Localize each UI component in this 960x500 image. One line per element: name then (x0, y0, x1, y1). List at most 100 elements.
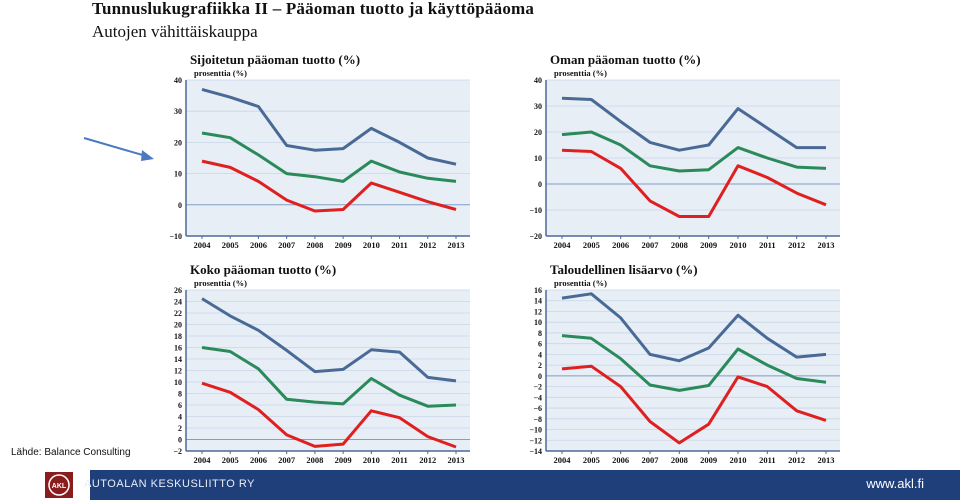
x-tick-label: 2009 (700, 455, 717, 465)
y-tick-label: −10 (529, 426, 542, 435)
y-tick-label: 24 (174, 298, 182, 307)
y-tick-label: 10 (534, 318, 542, 327)
x-tick-label: 2013 (818, 240, 835, 250)
series-line-2 (561, 130, 827, 173)
x-tick-label: 2013 (448, 455, 465, 465)
page-title: Tunnuslukugrafiikka II – Pääoman tuotto … (92, 0, 535, 18)
y-tick-label: 0 (538, 372, 542, 381)
x-tick-label: 2005 (222, 455, 239, 465)
chart-taloudellinen-lisaarvo: −14 −12 −10 −8 −6 −4 −2 0 2 4 6 8 10 12 14 16 2004 2005 20… (520, 262, 850, 467)
y-tick-label: −10 (529, 206, 542, 215)
y-tick-label: 2 (538, 361, 542, 370)
x-tick-label: 2007 (642, 240, 660, 250)
x-tick-label: 2004 (194, 240, 212, 250)
y-tick-label: 30 (534, 102, 542, 111)
x-tick-label: 2011 (391, 240, 408, 250)
chart-title: Oman pääoman tuotto (%) (550, 52, 701, 67)
footer-url-link[interactable]: www.akl.fi (866, 476, 924, 491)
x-tick-label: 2013 (448, 240, 465, 250)
footer-bar: AKL AUTOALAN KESKUSLIITTO RY www.akl.fi (0, 470, 960, 500)
y-tick-label: −8 (533, 415, 542, 424)
x-tick-label: 2011 (759, 240, 776, 250)
y-tick-label: −10 (169, 232, 182, 241)
chart-svg: −10 0 10 20 30 40 2004 2005 2006 2007 2008 2009 2010… (169, 52, 470, 250)
y-tick-label: −12 (529, 436, 542, 445)
y-tick-label: 20 (534, 128, 542, 137)
y-tick-label: 14 (534, 297, 542, 306)
x-tick-label: 2012 (788, 455, 805, 465)
y-tick-label: −2 (533, 383, 542, 392)
y-tick-label: −4 (533, 393, 542, 402)
x-tick-label: 2004 (554, 240, 572, 250)
chart-unit-label: prosenttia (%) (554, 278, 607, 288)
series-line-1 (201, 87, 457, 166)
x-tick-label: 2012 (419, 240, 436, 250)
chart-title: Koko pääoman tuotto (%) (190, 262, 336, 277)
y-tick-label: 4 (178, 413, 182, 422)
series-line-2 (201, 131, 457, 183)
y-tick-label: 30 (174, 107, 182, 116)
x-tick-label: 2013 (818, 455, 835, 465)
y-tick-label: 14 (174, 355, 182, 364)
x-tick-label: 2005 (583, 455, 600, 465)
series-line-3 (561, 148, 827, 218)
y-tick-label: 6 (538, 340, 542, 349)
series-line-3 (201, 159, 457, 213)
plot-area (546, 290, 840, 451)
chart-unit-label: prosenttia (%) (194, 278, 247, 288)
x-tick-label: 2008 (306, 455, 323, 465)
y-tick-label: 4 (538, 350, 542, 359)
series-line-1 (561, 96, 826, 152)
pointer-arrow-icon (83, 137, 154, 161)
x-tick-label: 2009 (335, 455, 352, 465)
page-subtitle: Autojen vähittäiskauppa (92, 22, 258, 41)
y-tick-label: 2 (178, 424, 182, 433)
y-tick-label: 20 (174, 321, 182, 330)
series-line-3 (561, 364, 827, 445)
logo-text: AKL (52, 483, 67, 490)
series-line-3 (201, 381, 457, 449)
x-tick-label: 2010 (363, 455, 380, 465)
y-tick-label: 18 (174, 332, 182, 341)
y-tick-label: 8 (178, 390, 182, 399)
chart-koko-paaoman-tuotto: −2 0 2 4 6 8 10 12 14 16 18 20 22 24 26 2004 2005 2006 200… (160, 262, 480, 467)
y-tick-label: 12 (534, 307, 542, 316)
x-tick-label: 2011 (759, 455, 776, 465)
x-tick-label: 2004 (554, 455, 572, 465)
series-line-1 (561, 292, 827, 363)
x-tick-label: 2006 (612, 455, 629, 465)
y-tick-label: 22 (174, 309, 182, 318)
x-tick-label: 2011 (391, 455, 408, 465)
x-tick-label: 2010 (363, 240, 380, 250)
chart-unit-label: prosenttia (%) (554, 68, 607, 78)
y-tick-label: −6 (533, 404, 542, 413)
source-note: Lähde: Balance Consulting (11, 447, 131, 458)
x-tick-label: 2010 (730, 240, 747, 250)
y-tick-label: −20 (529, 232, 542, 241)
x-tick-label: 2008 (671, 240, 688, 250)
y-tick-label: 8 (538, 329, 542, 338)
x-tick-label: 2008 (306, 240, 323, 250)
x-tick-label: 2007 (278, 240, 296, 250)
chart-title: Sijoitetun pääoman tuotto (%) (190, 52, 360, 67)
x-tick-label: 2006 (250, 455, 267, 465)
y-tick-label: 12 (174, 367, 182, 376)
chart-svg: −20 −10 0 10 20 30 40 2004 2005 2006 2007 2008 2009 2… (529, 52, 840, 250)
x-tick-label: 2006 (612, 240, 629, 250)
y-tick-label: 10 (174, 170, 182, 179)
y-tick-label: 0 (178, 436, 182, 445)
y-tick-label: 0 (538, 180, 542, 189)
x-tick-label: 2007 (278, 455, 296, 465)
y-tick-label: 10 (174, 378, 182, 387)
series-line-2 (561, 334, 827, 392)
x-tick-label: 2004 (194, 455, 212, 465)
y-tick-label: 20 (174, 138, 182, 147)
chart-oman-paaoman-tuotto: −20 −10 0 10 20 30 40 2004 2005 2006 2007 2008 2009 2… (520, 52, 850, 252)
x-tick-label: 2006 (250, 240, 267, 250)
x-tick-label: 2009 (700, 240, 717, 250)
x-tick-label: 2010 (730, 455, 747, 465)
x-tick-label: 2005 (222, 240, 239, 250)
x-tick-label: 2008 (671, 455, 688, 465)
y-tick-label: −14 (529, 447, 542, 456)
